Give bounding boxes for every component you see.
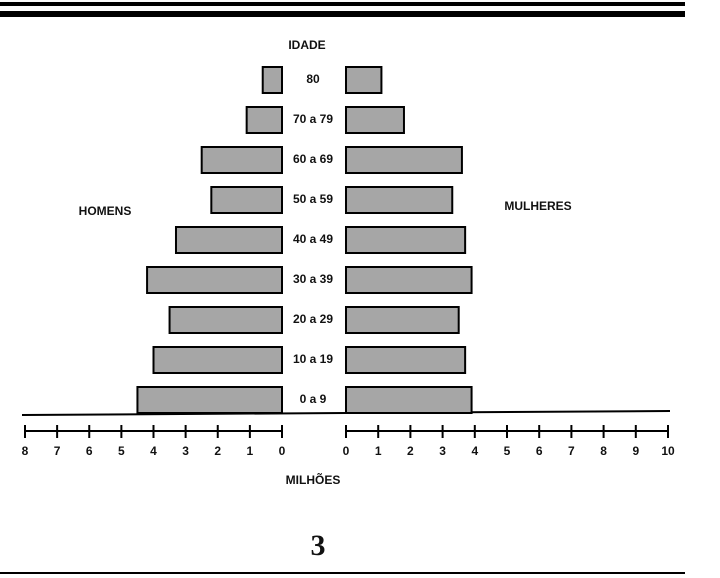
x-tick-label: 6 (86, 444, 93, 458)
bar (245, 106, 284, 134)
legend-left: HOMENS (79, 204, 132, 218)
bar (136, 386, 283, 414)
bar (210, 186, 283, 214)
x-tick-label: 1 (247, 444, 254, 458)
bar (146, 266, 283, 294)
bar (345, 306, 460, 334)
x-tick-label: 2 (214, 444, 221, 458)
age-label: 70 a 79 (293, 112, 333, 126)
top-rule (0, 11, 685, 17)
x-tick-label: 2 (407, 444, 414, 458)
x-tick-label: 0 (279, 444, 286, 458)
x-tick-label: 1 (375, 444, 382, 458)
bar (345, 146, 463, 174)
bar (168, 306, 283, 334)
bar (345, 266, 473, 294)
x-tick-label: 7 (568, 444, 575, 458)
x-tick-label: 7 (54, 444, 61, 458)
age-label: 40 a 49 (293, 232, 333, 246)
y-axis-label: IDADE (288, 38, 325, 52)
x-tick-label: 3 (439, 444, 446, 458)
bar (345, 106, 405, 134)
x-tick-label: 4 (471, 444, 478, 458)
age-label: 30 a 39 (293, 272, 333, 286)
x-tick-label: 0 (343, 444, 350, 458)
age-label: 0 a 9 (300, 392, 327, 406)
bar (345, 226, 467, 254)
x-axis-label: MILHÕES (286, 472, 341, 487)
bar (345, 186, 454, 214)
x-tick-label: 8 (22, 444, 29, 458)
bar (174, 226, 283, 254)
age-label: 80 (306, 72, 320, 86)
age-label: 50 a 59 (293, 192, 333, 206)
x-tick-label: 9 (632, 444, 639, 458)
x-tick-label: 5 (118, 444, 125, 458)
bar (261, 66, 284, 94)
x-tick-label: 8 (600, 444, 607, 458)
x-tick-label: 6 (536, 444, 543, 458)
x-tick-label: 3 (182, 444, 189, 458)
bottom-rule (0, 572, 685, 574)
x-tick-label: 4 (150, 444, 157, 458)
bar (345, 66, 383, 94)
bar (345, 346, 467, 374)
age-label: 60 a 69 (293, 152, 333, 166)
x-tick-label: 5 (504, 444, 511, 458)
legend-right: MULHERES (504, 199, 571, 213)
bar (345, 386, 473, 414)
age-label: 10 a 19 (293, 352, 333, 366)
age-label: 20 a 29 (293, 312, 333, 326)
bar (152, 346, 283, 374)
top-rule (0, 2, 685, 6)
bar (200, 146, 283, 174)
x-tick-label: 10 (661, 444, 675, 458)
figure-number: 3 (311, 529, 326, 562)
